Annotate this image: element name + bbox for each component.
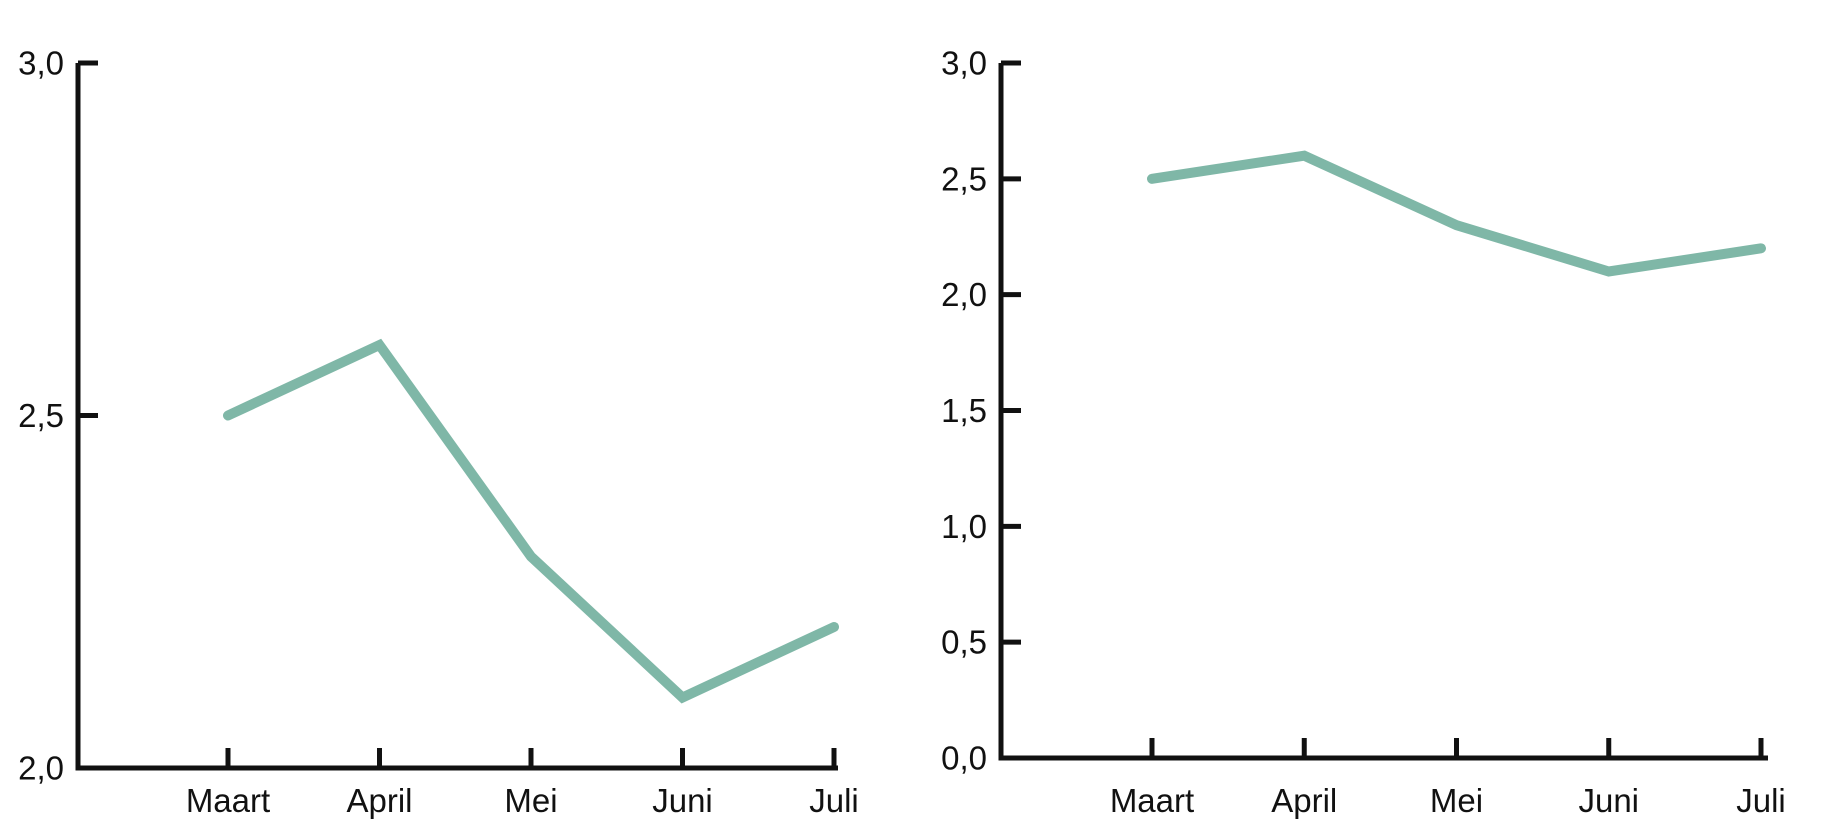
x-axis-tick-label: April: [1271, 782, 1337, 819]
data-line: [1147, 150, 1766, 277]
x-axis-tick-label: Juni: [1578, 782, 1639, 819]
x-axis-tick-label: Juni: [652, 782, 713, 819]
x-axis-tick-label: Mei: [1430, 782, 1483, 819]
x-axis-tick-label: Juli: [809, 782, 859, 819]
y-axis-tick-label: 1,0: [941, 508, 987, 545]
y-axis-tick-label: 1,5: [941, 392, 987, 429]
y-axis-tick-label: 0,0: [941, 740, 987, 777]
y-axis-tick-label: 2,0: [941, 276, 987, 313]
y-axis-tick-label: 3,0: [18, 45, 64, 82]
y-axis-tick-label: 2,0: [18, 750, 64, 787]
x-axis-tick-label: Maart: [1110, 782, 1194, 819]
axis-lines: [998, 63, 1768, 761]
y-axis-tick-label: 0,5: [941, 624, 987, 661]
x-axis-tick-label: April: [346, 782, 412, 819]
y-axis-tick-label: 2,5: [941, 160, 987, 197]
y-axis-tick-label: 2,5: [18, 397, 64, 434]
x-axis-tick-label: Juli: [1736, 782, 1786, 819]
data-line: [223, 338, 839, 704]
x-axis-tick-label: Maart: [186, 782, 270, 819]
x-axis-tick-label: Mei: [504, 782, 557, 819]
axis-lines: [75, 63, 838, 771]
chart-left: 3,0 2,5 2,0 Maart April Mei Juni Juli: [18, 45, 859, 820]
chart-right: 3,0 2,5 2,0 1,5 1,0 0,5 0,0 Maart April Mei Juni Ju…: [941, 45, 1786, 820]
y-axis-tick-label: 3,0: [941, 45, 987, 82]
